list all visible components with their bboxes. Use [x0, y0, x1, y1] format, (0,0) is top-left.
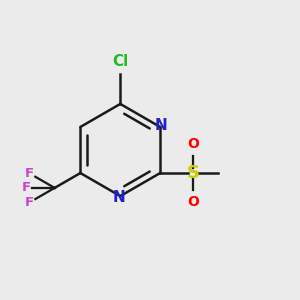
Text: O: O: [187, 195, 199, 209]
Text: F: F: [22, 182, 31, 194]
Text: Cl: Cl: [112, 54, 128, 69]
Text: O: O: [187, 137, 199, 151]
Text: F: F: [25, 196, 34, 209]
Text: F: F: [25, 167, 34, 180]
Text: N: N: [155, 118, 168, 133]
Text: S: S: [186, 164, 200, 182]
Text: N: N: [113, 190, 125, 205]
